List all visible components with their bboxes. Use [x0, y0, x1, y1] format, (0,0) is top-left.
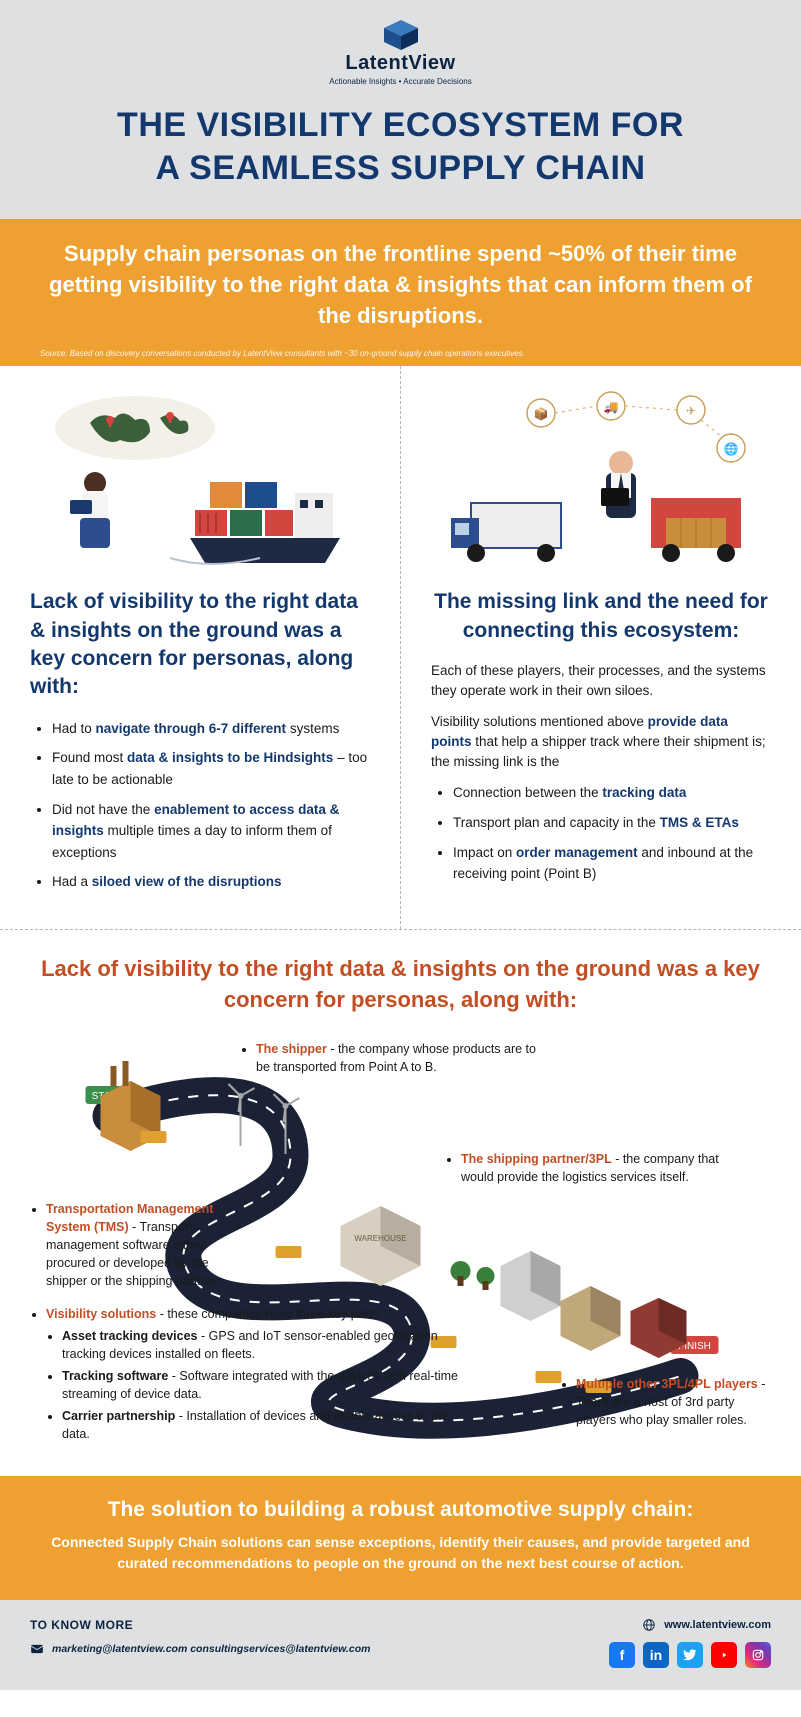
linkedin-icon[interactable]: in	[643, 1642, 669, 1668]
footer-emails: marketing@latentview.com consultingservi…	[52, 1643, 370, 1655]
mail-icon	[30, 1642, 44, 1656]
two-columns: Lack of visibility to the right data & i…	[0, 366, 801, 930]
mid-title: Lack of visibility to the right data & i…	[30, 954, 771, 1016]
page-title: THE VISIBILITY ECOSYSTEM FOR A SEAMLESS …	[30, 104, 771, 189]
callout-visibility: Visibility solutions - these companies h…	[30, 1301, 470, 1448]
list-item: Found most data & insights to be Hindsig…	[52, 747, 370, 790]
svg-text:✈: ✈	[686, 404, 696, 418]
right-column: 📦 🚚 ✈ 🌐	[401, 366, 801, 929]
list-item: Connection between the tracking data	[453, 782, 771, 804]
callout-tms: Transportation Management System (TMS) -…	[30, 1196, 220, 1295]
footer-right: www.latentview.com f in	[609, 1618, 771, 1668]
list-item: Had a siloed view of the disruptions	[52, 871, 370, 893]
svg-text:🚚: 🚚	[604, 400, 619, 414]
tagline: Actionable Insights • Accurate Decisions	[329, 77, 471, 86]
left-heading: Lack of visibility to the right data & i…	[30, 588, 370, 701]
solution-banner: The solution to building a robust automo…	[0, 1476, 801, 1600]
road-section: Lack of visibility to the right data & i…	[0, 930, 801, 1476]
banner-text: Supply chain personas on the frontline s…	[40, 239, 761, 331]
svg-text:🌐: 🌐	[724, 442, 739, 456]
callout-multi: Multiple other 3PL/4PL players - There a…	[560, 1371, 770, 1433]
title-line1: THE VISIBILITY ECOSYSTEM FOR	[30, 104, 771, 147]
list-item: Transport plan and capacity in the TMS &…	[453, 812, 771, 834]
right-list: Connection between the tracking data Tra…	[431, 782, 771, 884]
right-para1: Each of these players, their processes, …	[431, 661, 771, 702]
solution-title: The solution to building a robust automo…	[50, 1498, 751, 1522]
solution-text: Connected Supply Chain solutions can sen…	[50, 1532, 751, 1574]
road-illustration: START FINISH WAREHOUSE T	[30, 1036, 771, 1456]
ship-illustration	[30, 388, 370, 568]
left-list: Had to navigate through 6-7 different sy…	[30, 718, 370, 893]
social-icons: f in	[609, 1642, 771, 1668]
header: LatentView Actionable Insights • Accurat…	[0, 0, 801, 219]
callout-partner: The shipping partner/3PL - the company t…	[445, 1146, 745, 1190]
banner-source: Source: Based on discovery conversations…	[40, 349, 761, 358]
list-item: Impact on order management and inbound a…	[453, 842, 771, 885]
logo: LatentView Actionable Insights • Accurat…	[30, 20, 771, 86]
instagram-icon[interactable]	[745, 1642, 771, 1668]
title-line2: A SEAMLESS SUPPLY CHAIN	[30, 147, 771, 190]
brand-text: LatentView	[345, 52, 455, 75]
left-column: Lack of visibility to the right data & i…	[0, 366, 401, 929]
globe-icon	[642, 1618, 656, 1632]
list-item: Did not have the enablement to access da…	[52, 799, 370, 864]
list-item: Had to navigate through 6-7 different sy…	[52, 718, 370, 740]
facebook-icon[interactable]: f	[609, 1642, 635, 1668]
footer-left: TO KNOW MORE marketing@latentview.com co…	[30, 1618, 370, 1656]
footer-website: www.latentview.com	[664, 1619, 771, 1631]
svg-text:WAREHOUSE: WAREHOUSE	[354, 1234, 406, 1243]
right-para2: Visibility solutions mentioned above pro…	[431, 712, 771, 773]
youtube-icon[interactable]	[711, 1642, 737, 1668]
right-heading: The missing link and the need for connec…	[431, 588, 771, 645]
logo-cube-icon	[380, 20, 422, 50]
trucks-illustration: 📦 🚚 ✈ 🌐	[431, 388, 771, 568]
know-more-label: TO KNOW MORE	[30, 1618, 370, 1632]
callout-shipper: The shipper - the company whose products…	[240, 1036, 540, 1080]
twitter-icon[interactable]	[677, 1642, 703, 1668]
svg-text:📦: 📦	[534, 407, 549, 421]
hero-banner: Supply chain personas on the frontline s…	[0, 219, 801, 366]
website-row: www.latentview.com	[642, 1618, 771, 1632]
footer: TO KNOW MORE marketing@latentview.com co…	[0, 1600, 801, 1690]
email-row: marketing@latentview.com consultingservi…	[30, 1642, 370, 1656]
